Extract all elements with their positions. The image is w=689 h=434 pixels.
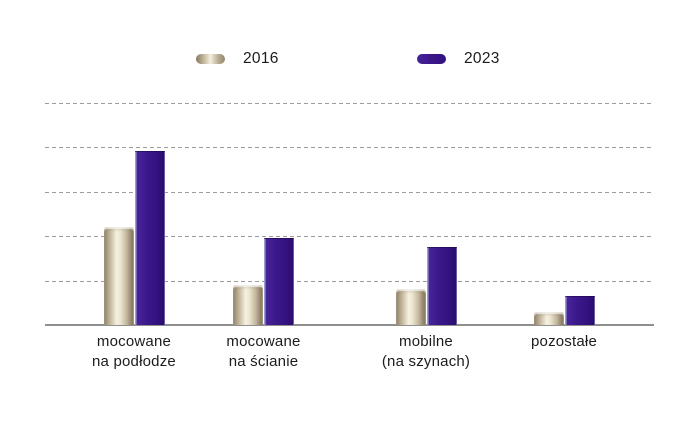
bar-2016-category-4 [533,312,564,325]
legend-label-2016: 2016 [243,50,279,67]
legend-swatch-2016 [196,54,225,64]
gridline [45,281,654,282]
legend-swatch-2023 [417,54,446,64]
bar-2023-category-1 [134,151,165,325]
gridline [45,147,654,148]
bar-2023-category-2 [264,238,294,325]
gridline [45,236,654,237]
category-label-3: mobilne (na szynach) [381,333,471,370]
x-axis-line [45,324,654,326]
category-label-2: mocowane na ścianie [226,333,301,370]
legend-item-2023: 2023 [417,48,500,70]
legend-item-2016: 2016 [196,48,279,70]
bar-2016-category-2 [233,285,263,325]
bar-2016-category-3 [395,289,426,325]
category-label-4: pozostałe [530,333,597,350]
bar-2016-category-1 [103,227,134,325]
legend-label-2023: 2023 [464,50,500,67]
gridline [45,192,654,193]
bar-2023-category-4 [564,296,595,325]
gridline [45,103,654,104]
bar-2023-category-3 [426,247,457,325]
category-label-1: mocowane na podłodze [92,333,176,370]
